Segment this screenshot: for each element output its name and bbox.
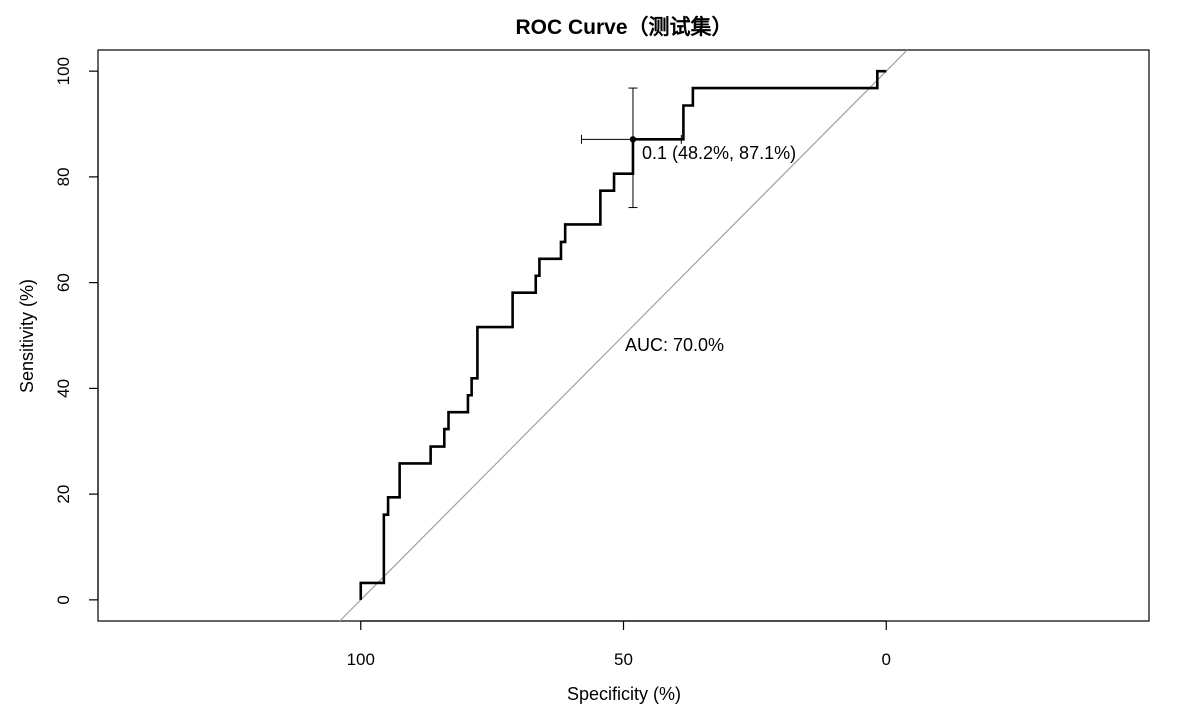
auc-label: AUC: 70.0% <box>625 335 724 355</box>
y-tick-label: 20 <box>54 485 73 504</box>
y-tick-label: 80 <box>54 167 73 186</box>
x-axis-title: Specificity (%) <box>567 684 681 704</box>
best-threshold-label: 0.1 (48.2%, 87.1%) <box>642 143 796 163</box>
x-tick-label: 0 <box>882 650 891 669</box>
plot-marks <box>339 49 908 622</box>
chart-title: ROC Curve（测试集） <box>515 15 732 39</box>
x-tick-label: 50 <box>614 650 633 669</box>
best-threshold-point <box>629 136 637 143</box>
y-axis-title: Sensitivity (%) <box>17 279 37 393</box>
x-tick-label: 100 <box>347 650 375 669</box>
y-tick-label: 40 <box>54 379 73 398</box>
y-tick-label: 0 <box>54 595 73 604</box>
x-axis: 100 50 0 <box>347 620 891 669</box>
y-tick-label: 60 <box>54 273 73 292</box>
chance-diagonal-line <box>339 49 908 622</box>
y-tick-label: 100 <box>54 57 73 85</box>
y-axis: 0 20 40 60 80 100 <box>54 57 99 605</box>
